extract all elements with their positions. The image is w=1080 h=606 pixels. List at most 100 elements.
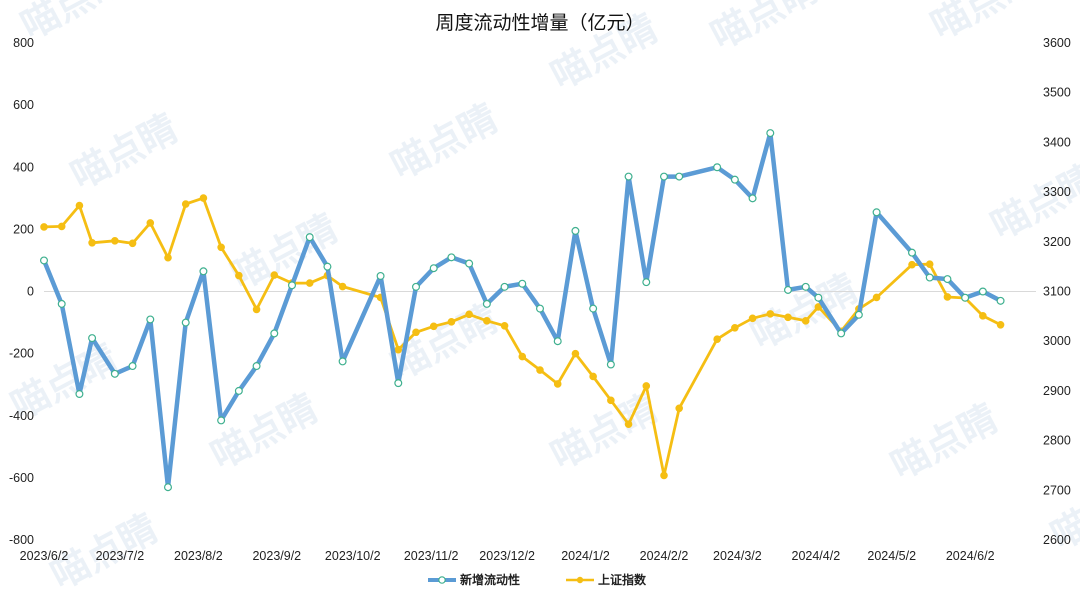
- data-point: [412, 328, 420, 337]
- data-point: [713, 335, 721, 344]
- data-point: [394, 379, 403, 388]
- data-point: [376, 271, 385, 280]
- x-tick-label: 2024/1/2: [561, 549, 610, 563]
- data-point: [675, 172, 684, 181]
- data-point: [642, 382, 651, 390]
- watermark-text: 喵点睛: [384, 96, 505, 188]
- data-point: [979, 312, 987, 320]
- data-point: [181, 318, 190, 327]
- x-tick-label: 2023/7/2: [96, 549, 145, 563]
- y-right-tick-label: 3100: [1043, 285, 1071, 299]
- data-point: [57, 299, 66, 308]
- data-point: [57, 222, 66, 231]
- watermark-text: 喵点睛: [64, 106, 185, 198]
- data-point: [571, 226, 580, 235]
- data-point: [323, 262, 332, 271]
- x-tick-label: 2023/10/2: [325, 549, 381, 563]
- y-right-tick-label: 2700: [1043, 483, 1071, 497]
- data-point: [483, 317, 491, 325]
- data-point: [801, 282, 810, 291]
- data-point: [978, 287, 987, 296]
- series-line: [41, 130, 1003, 490]
- data-point: [181, 200, 190, 208]
- data-point: [784, 313, 792, 322]
- data-point: [943, 275, 952, 284]
- y-right-tick-label: 3300: [1043, 185, 1071, 199]
- data-point: [996, 296, 1005, 305]
- x-tick-label: 2024/4/2: [792, 549, 841, 563]
- data-point: [500, 282, 509, 291]
- data-point: [943, 293, 952, 301]
- data-point: [607, 396, 615, 405]
- data-point: [199, 194, 208, 202]
- data-point: [465, 259, 474, 268]
- data-point: [429, 322, 438, 331]
- legend-item: 新增流动性: [428, 572, 520, 587]
- series-liquidity: [39, 129, 1005, 492]
- data-point: [730, 175, 739, 184]
- data-point: [111, 237, 119, 245]
- x-tick-label: 2023/8/2: [174, 549, 223, 563]
- data-point: [447, 318, 456, 326]
- data-point: [235, 271, 243, 280]
- data-point: [675, 404, 683, 413]
- y-left-tick-label: -400: [9, 409, 34, 423]
- data-point: [270, 329, 279, 338]
- data-point: [412, 282, 421, 291]
- y-right-tick-label: 3200: [1043, 235, 1071, 249]
- data-point: [854, 310, 863, 319]
- data-point: [996, 320, 1005, 329]
- y-left-tick-label: 0: [27, 285, 34, 299]
- data-point: [288, 281, 297, 290]
- watermark-text: 喵点睛: [704, 0, 825, 58]
- chart-legend: 新增流动性 上证指数: [428, 572, 647, 587]
- x-tick-label: 2024/2/2: [640, 549, 689, 563]
- chart-title: 周度流动性增量（亿元）: [435, 12, 644, 34]
- y-axis-left: 800 600 400 200 0 -200 -400 -600 -800: [9, 36, 34, 547]
- data-point: [252, 305, 261, 314]
- data-point: [199, 267, 208, 276]
- y-right-tick-label: 3600: [1043, 36, 1071, 50]
- data-point: [217, 416, 226, 425]
- data-point: [589, 304, 598, 313]
- x-tick-label: 2024/5/2: [867, 549, 916, 563]
- data-point: [39, 256, 48, 265]
- y-left-tick-label: 600: [13, 98, 34, 112]
- data-point: [961, 293, 970, 302]
- data-point: [872, 293, 881, 302]
- data-point: [624, 420, 633, 428]
- x-tick-label: 2023/11/2: [404, 549, 459, 563]
- data-point: [482, 299, 491, 308]
- y-left-tick-label: -200: [9, 347, 34, 361]
- y-left-tick-label: 800: [13, 36, 34, 50]
- legend-item: 上证指数: [566, 572, 647, 587]
- x-tick-label: 2023/9/2: [252, 549, 301, 563]
- data-point: [164, 483, 173, 492]
- y-axis-right: 3600 3500 3400 3300 3200 3100 3000 2900 2800 2700…: [1043, 36, 1071, 547]
- data-point: [660, 471, 668, 480]
- series-line: [42, 196, 1002, 477]
- x-axis: 2023/6/2 2023/7/2 2023/8/2 2023/9/2 2023/10/…: [20, 549, 995, 563]
- watermark-text: 喵点睛: [544, 386, 665, 478]
- data-point: [624, 172, 633, 181]
- data-point: [925, 273, 934, 282]
- watermark-text: 喵点睛: [884, 396, 1005, 488]
- data-point: [429, 264, 438, 273]
- data-point: [500, 321, 509, 330]
- x-tick-label: 2024/3/2: [713, 549, 762, 563]
- series-sse-index: [40, 194, 1005, 480]
- x-tick-label: 2023/6/2: [20, 549, 69, 563]
- data-point: [88, 238, 96, 247]
- data-point: [338, 357, 347, 366]
- data-point: [447, 253, 456, 262]
- legend-label: 上证指数: [598, 572, 647, 587]
- data-point: [908, 260, 916, 269]
- data-point: [75, 201, 84, 210]
- data-point: [571, 349, 580, 358]
- legend-label: 新增流动性: [460, 572, 520, 587]
- series-layer: [39, 129, 1005, 492]
- data-point: [766, 310, 775, 318]
- data-point: [748, 194, 757, 203]
- data-point: [642, 278, 651, 287]
- data-point: [128, 239, 137, 248]
